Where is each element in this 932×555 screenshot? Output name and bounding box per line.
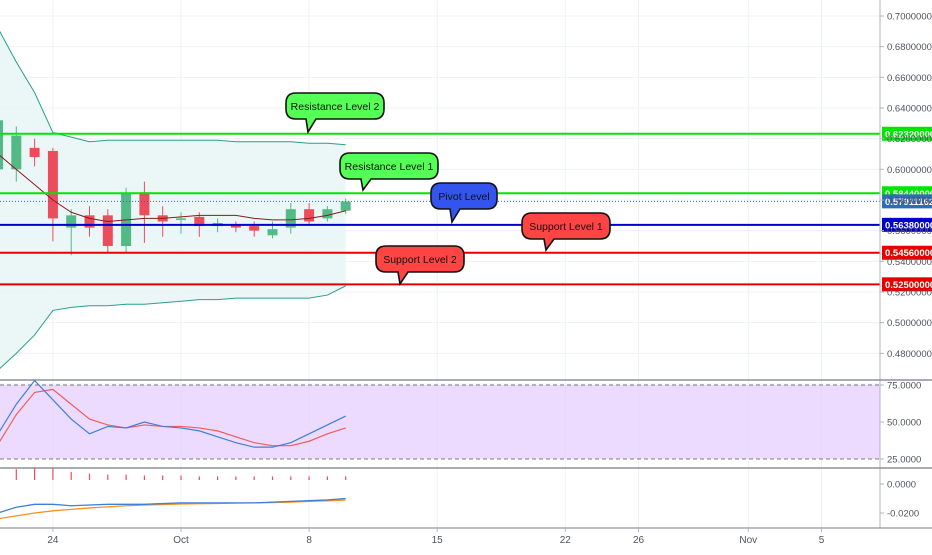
time-tick-label-5: 26 bbox=[633, 535, 645, 546]
candle-body-11 bbox=[194, 216, 205, 227]
osc-d-line bbox=[0, 388, 346, 447]
candle-body-0 bbox=[0, 120, 3, 170]
candle-body-19 bbox=[340, 201, 351, 211]
ma-line bbox=[0, 155, 346, 222]
level-price-label-1: 0.58440000 bbox=[885, 189, 932, 200]
candle-body-16 bbox=[285, 209, 296, 228]
callout-bubble-3 bbox=[521, 212, 611, 252]
osc-tick-label-2: 25.0000 bbox=[887, 455, 921, 466]
bb-lower-line bbox=[0, 285, 346, 370]
candle-body-5 bbox=[84, 215, 95, 228]
osc-band bbox=[0, 385, 880, 459]
time-tick-label-4: 22 bbox=[560, 535, 572, 546]
price-tick-label-11: 0.48000000 bbox=[887, 349, 932, 360]
callout-bubble-0 bbox=[285, 92, 385, 135]
candle-body-18 bbox=[322, 209, 333, 219]
candle-body-4 bbox=[66, 215, 77, 228]
time-tick-label-0: 24 bbox=[47, 535, 59, 546]
lower-line-blue bbox=[0, 497, 346, 514]
candle-body-14 bbox=[249, 226, 260, 231]
candle-body-17 bbox=[304, 209, 315, 222]
last-price-label: 0.57911162 bbox=[885, 197, 932, 208]
callout-bubble-1 bbox=[339, 152, 439, 192]
osc-tick-label-0: 75.0000 bbox=[887, 381, 921, 392]
last-price-tag bbox=[882, 194, 932, 209]
level-price-tag-0 bbox=[882, 126, 932, 141]
level-price-tag-3 bbox=[882, 245, 932, 260]
callout-label-4: Support Level 2 bbox=[383, 254, 457, 266]
lower-pane: 0.0000 -0.0200 bbox=[0, 467, 919, 520]
candle-body-1 bbox=[11, 135, 22, 170]
callout-bubble-2 bbox=[430, 182, 498, 225]
time-tick-label-6: Nov bbox=[739, 535, 757, 546]
osc-k-line bbox=[0, 379, 346, 448]
lower-line-orange bbox=[0, 499, 346, 520]
time-tick-label-1: Oct bbox=[173, 535, 189, 546]
oscillator-pane: 75.0000 50.0000 25.0000 bbox=[0, 379, 921, 466]
candle-body-8 bbox=[139, 192, 150, 216]
callout-bubble-4 bbox=[375, 245, 465, 287]
candle-body-2 bbox=[29, 147, 40, 158]
level-price-tag-4 bbox=[882, 277, 932, 292]
level-price-tag-2 bbox=[882, 217, 932, 232]
candle-body-10 bbox=[176, 218, 186, 220]
callout-label-0: Resistance Level 2 bbox=[291, 101, 380, 113]
level-price-label-3: 0.54560000 bbox=[885, 248, 932, 259]
candle-body-6 bbox=[102, 215, 113, 246]
callout-label-3: Support Level 1 bbox=[529, 221, 603, 233]
level-price-label-2: 0.56380000 bbox=[885, 220, 932, 231]
lower-tick-label-1: -0.0200 bbox=[887, 509, 919, 520]
time-tick-label-7: 5 bbox=[819, 535, 825, 546]
time-tick-label-3: 15 bbox=[432, 535, 444, 546]
level-price-label-4: 0.52500000 bbox=[885, 280, 932, 291]
callout-label-2: Pivot Level bbox=[438, 191, 489, 203]
candle-body-3 bbox=[47, 150, 58, 219]
bb-upper-line bbox=[0, 30, 346, 146]
osc-tick-label-1: 50.0000 bbox=[887, 418, 921, 429]
candle-body-15 bbox=[267, 229, 278, 236]
candle-body-13 bbox=[230, 224, 241, 228]
level-price-label-0: 0.62320000 bbox=[885, 129, 932, 140]
lower-tick-label-0: 0.0000 bbox=[887, 480, 916, 491]
moving-average bbox=[0, 155, 346, 222]
callout-label-1: Resistance Level 1 bbox=[345, 161, 434, 173]
level-callouts: Resistance Level 2 Resistance Level 1 Pivo… bbox=[285, 92, 611, 287]
time-tick-label-2: 8 bbox=[306, 535, 312, 546]
